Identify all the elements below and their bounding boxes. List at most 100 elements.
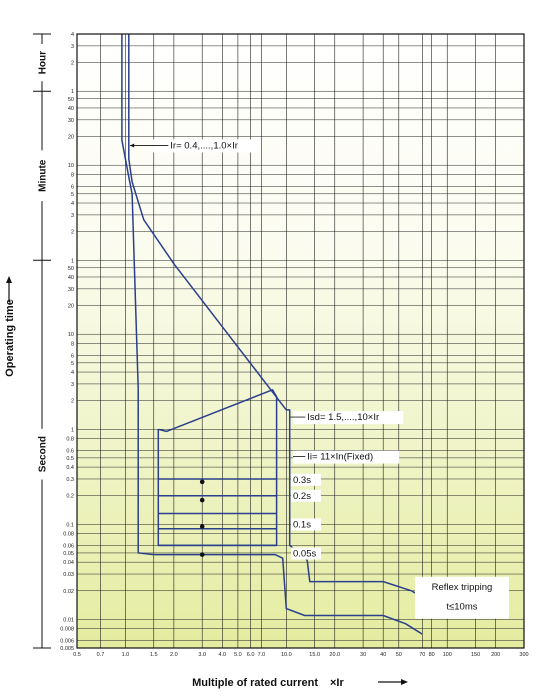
annotation-ii: Ii= 11×In(Fixed) [307,452,373,463]
y-tick-label: 8 [71,172,74,178]
curve-0 [128,34,423,599]
y-arrow-head [6,276,12,283]
x-tick-label: 1.5 [150,652,158,658]
x-tick-labels: 0.5 0.7 1.0 1.5 2.0 3.0 4.0 5.0 6.0 7.0 10.0 15.0 20… [73,652,528,658]
y-tick-label: 20 [68,304,74,310]
y-tick-label: 0.2 [66,494,74,500]
y-tick-label: 3 [71,44,74,50]
annotation-bg [290,473,321,486]
y-tick-label: 0.08 [63,532,74,538]
annotation-bg [290,547,321,560]
y-tick-label: 0.01 [63,617,74,623]
curves [121,34,423,635]
y-tick-label: 1 [71,258,74,264]
annotation-isd: Isd= 1.5,....,10×Ir [307,412,379,423]
annotation-bg [293,411,404,425]
annotation-time: 0.05s [293,548,316,559]
x-tick-label: 2.0 [170,652,178,658]
y-tick-label: 40 [68,106,74,112]
y-tick-label: 10 [68,332,74,338]
x-tick-label: 100 [443,652,452,658]
x-axis-label: Multiple of rated current [192,677,318,689]
y-tick-label: 0.3 [66,477,74,483]
x-tick-label: 0.5 [73,652,81,658]
x-tick-label: 6.0 [247,652,255,658]
annotation-reflex-time: t≤10ms [446,602,477,613]
band-label: Hour [38,51,49,74]
y-tick-label: 0.5 [66,456,74,462]
y-axis-arrow [6,276,12,302]
x-tick-label: 20.0 [329,652,340,658]
annotation-time: 0.3s [293,475,311,486]
y-tick-label: 8 [71,341,74,347]
y-tick-label: 3 [71,382,74,388]
y-tick-label: 10 [68,163,74,169]
x-tick-label: 40 [380,652,386,658]
markers [199,479,205,557]
y-tick-label: 6 [71,184,74,190]
reflex-box [414,576,509,619]
annotations: Ir= 0.4,....,1.0×Ir Isd= 1.5,....,10×Ir Ii… [130,139,509,619]
y-tick-label: 6 [71,353,74,359]
y-tick-label: 4 [71,32,74,38]
x-tick-label: 15.0 [309,652,320,658]
x-tick-label: 0.7 [97,652,105,658]
curve-1 [121,34,423,635]
y-tick-label: 20 [68,135,74,141]
x-tick-label: 1.0 [122,652,130,658]
x-tick-label: 5.0 [234,652,242,658]
y-tick-label: 1 [71,427,74,433]
x-tick-label: 10.0 [281,652,292,658]
y-tick-label: 0.06 [63,543,74,549]
y-tick-label: 0.04 [63,560,74,566]
y-tick-label: 50 [68,266,74,272]
annotation-bg [153,139,260,153]
band-label: Second [38,436,49,472]
y-tick-label: 0.1 [66,522,74,528]
y-tick-label: 0.03 [63,572,74,578]
y-tick-label: 40 [68,275,74,281]
time-bands: Hour Minute Second [33,33,51,649]
leader-arrow [130,143,135,148]
plot-frame [76,33,525,649]
y-tick-label: 50 [68,97,74,103]
x-tick-label: 50 [396,652,402,658]
y-tick-label: 2 [71,230,74,236]
y-tick-labels: 4 3 2 1 50 40 30 20 10 8 6 5 4 3 2 1 50 40 30 20 10 8 6 5 4 3 2 1 0.… [60,32,74,652]
y-tick-label: 5 [71,192,74,198]
y-tick-label: 3 [71,213,74,219]
y-tick-label: 0.8 [66,436,74,442]
x-tick-label: 70 [419,652,425,658]
x-axis-unit: ×Ir [330,677,344,689]
y-tick-label: 1 [71,89,74,95]
annotation-time: 0.1s [293,519,311,530]
marker-point [199,552,205,557]
y-tick-label: 30 [68,118,74,124]
y-tick-label: 4 [71,201,74,207]
y-tick-label: 0.008 [60,627,74,633]
x-tick-label: 200 [491,652,500,658]
x-arrow-head [401,679,408,685]
annotation-bg [290,489,321,502]
x-tick-label: 300 [519,652,528,658]
annotation-bg [293,450,400,464]
x-tick-label: 3.0 [198,652,206,658]
y-tick-label: 0.6 [66,448,74,454]
y-tick-label: 0.006 [60,638,74,644]
annotation-ir: Ir= 0.4,....,1.0×Ir [170,140,238,151]
band-label: Minute [38,159,49,192]
y-tick-label: 30 [68,287,74,293]
x-tick-label: 80 [429,652,435,658]
annotation-bg [290,518,321,531]
marker-point [199,479,205,485]
x-tick-label: 4.0 [218,652,226,658]
y-tick-label: 0.005 [60,646,74,652]
marker-point [199,524,205,529]
y-tick-label: 2 [71,399,74,405]
x-tick-label: 30 [360,652,366,658]
x-axis-arrow [378,679,408,685]
x-tick-label: 150 [471,652,480,658]
y-tick-label: 2 [71,61,74,67]
y-tick-label: 0.05 [63,551,74,557]
